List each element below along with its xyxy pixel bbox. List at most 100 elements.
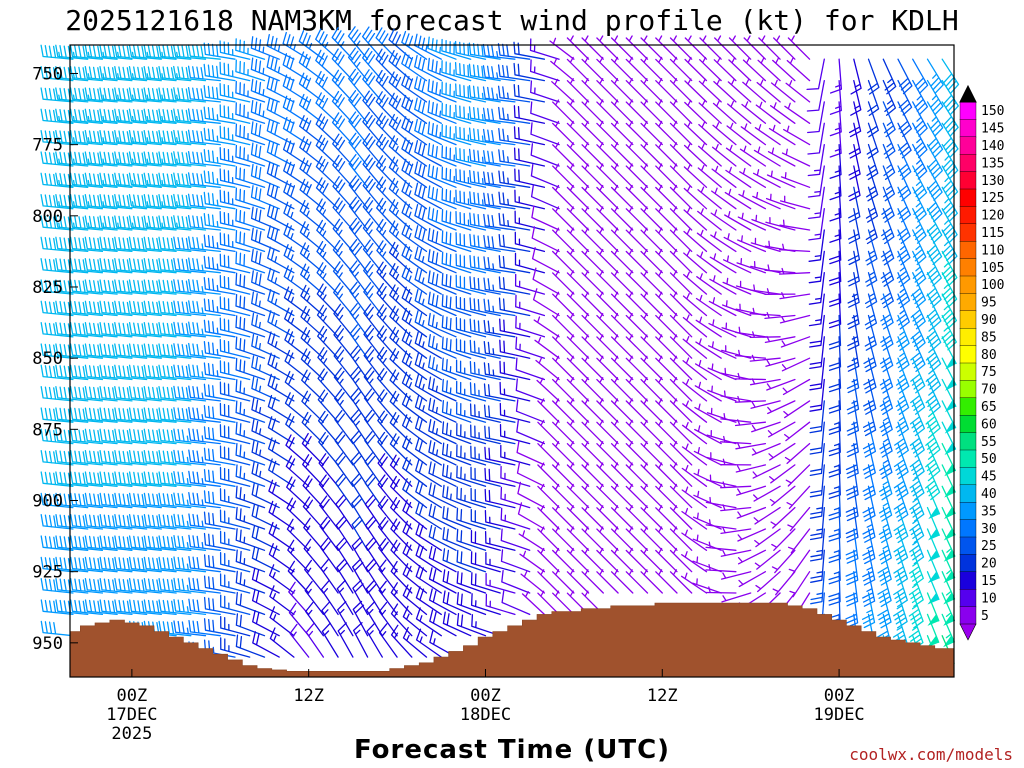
wind-barb bbox=[879, 421, 893, 458]
wind-barb bbox=[69, 215, 104, 231]
wind-barb bbox=[428, 503, 457, 530]
wind-barb bbox=[173, 151, 207, 167]
wind-barb bbox=[897, 186, 912, 223]
wind-barb bbox=[655, 78, 678, 103]
wind-barb bbox=[335, 537, 354, 573]
wind-barb bbox=[187, 193, 221, 210]
wind-barb bbox=[128, 65, 162, 82]
colorbar-swatch bbox=[959, 223, 977, 242]
wind-barb bbox=[219, 381, 251, 402]
wind-barb bbox=[610, 56, 634, 82]
wind-barb bbox=[315, 113, 339, 146]
wind-barb bbox=[720, 367, 752, 381]
wind-barb bbox=[581, 35, 604, 60]
wind-barb bbox=[625, 227, 649, 253]
wind-barb bbox=[188, 257, 221, 274]
wind-barb bbox=[753, 146, 781, 167]
wind-barb bbox=[99, 258, 133, 274]
wind-barb bbox=[734, 395, 767, 403]
wind-barb bbox=[720, 504, 752, 512]
wind-barb bbox=[705, 474, 737, 487]
wind-barb bbox=[203, 127, 236, 146]
wind-barb bbox=[596, 569, 619, 594]
wind-barb bbox=[320, 559, 339, 594]
wind-barb bbox=[767, 421, 796, 438]
wind-barb bbox=[114, 407, 148, 423]
wind-barb bbox=[442, 611, 472, 637]
wind-barb bbox=[365, 537, 383, 573]
wind-barb bbox=[912, 229, 927, 266]
wind-barb bbox=[366, 601, 383, 637]
wind-barb bbox=[70, 471, 104, 487]
wind-barb bbox=[401, 329, 428, 359]
wind-barb bbox=[550, 58, 575, 82]
wind-barb bbox=[483, 277, 516, 295]
wind-barb bbox=[331, 48, 354, 82]
wind-barb bbox=[158, 514, 192, 530]
wind-barb bbox=[441, 145, 472, 167]
wind-barb bbox=[925, 378, 941, 415]
wind-barb bbox=[498, 191, 531, 210]
wind-barb bbox=[288, 581, 310, 616]
wind-barb bbox=[284, 328, 310, 359]
wind-barb bbox=[251, 567, 280, 594]
wind-barb bbox=[941, 293, 958, 330]
wind-barb bbox=[669, 547, 693, 573]
wind-barb bbox=[552, 163, 575, 188]
wind-barb bbox=[625, 78, 649, 103]
wind-barb bbox=[625, 419, 649, 445]
wind-barb bbox=[376, 368, 398, 402]
wind-barb bbox=[484, 530, 516, 551]
wind-barb bbox=[99, 194, 133, 210]
wind-barb bbox=[552, 206, 575, 231]
wind-barb bbox=[468, 127, 501, 146]
wind-barb bbox=[655, 312, 678, 338]
wind-barb bbox=[684, 78, 708, 103]
wind-barb bbox=[941, 613, 955, 648]
wind-barb bbox=[158, 620, 192, 637]
wind-barb bbox=[388, 241, 413, 274]
wind-barb bbox=[470, 593, 501, 616]
wind-barb bbox=[515, 294, 546, 317]
wind-barb bbox=[143, 492, 177, 509]
wind-barb bbox=[128, 300, 162, 317]
wind-barb bbox=[500, 465, 531, 487]
wind-barb bbox=[669, 377, 693, 402]
wind-barb bbox=[128, 194, 162, 210]
wind-barb bbox=[655, 441, 678, 466]
wind-barb bbox=[809, 378, 825, 412]
wind-barb bbox=[705, 586, 737, 594]
wind-barb bbox=[69, 279, 104, 295]
wind-barb bbox=[305, 623, 325, 658]
x-tick-label: 00Z bbox=[117, 686, 148, 706]
wind-barb bbox=[566, 334, 590, 359]
wind-barb bbox=[235, 549, 266, 573]
wind-barb bbox=[455, 253, 487, 274]
wind-barb bbox=[375, 155, 398, 188]
colorbar-swatch bbox=[959, 484, 977, 503]
wind-barb bbox=[235, 506, 266, 530]
wind-barb bbox=[203, 234, 236, 253]
wind-barb bbox=[566, 441, 590, 466]
wind-barb bbox=[912, 165, 928, 202]
wind-barb bbox=[470, 572, 501, 594]
wind-barb bbox=[219, 360, 251, 381]
wind-barb bbox=[55, 129, 89, 146]
wind-barb bbox=[415, 501, 442, 530]
wind-barb bbox=[720, 413, 752, 423]
wind-barb bbox=[484, 509, 516, 530]
y-tick-label: 825 bbox=[32, 278, 63, 298]
wind-barb bbox=[203, 255, 236, 274]
wind-barb bbox=[722, 277, 752, 295]
wind-barb bbox=[441, 442, 472, 466]
wind-barb bbox=[845, 592, 859, 628]
wind-barb bbox=[219, 168, 251, 188]
wind-barb bbox=[352, 579, 369, 616]
wind-barb bbox=[414, 161, 442, 188]
wind-barb bbox=[84, 492, 118, 509]
wind-barb bbox=[530, 80, 560, 103]
wind-barb bbox=[468, 42, 501, 60]
wind-barb bbox=[55, 407, 89, 423]
wind-barb bbox=[625, 312, 649, 338]
wind-barb bbox=[188, 449, 221, 466]
